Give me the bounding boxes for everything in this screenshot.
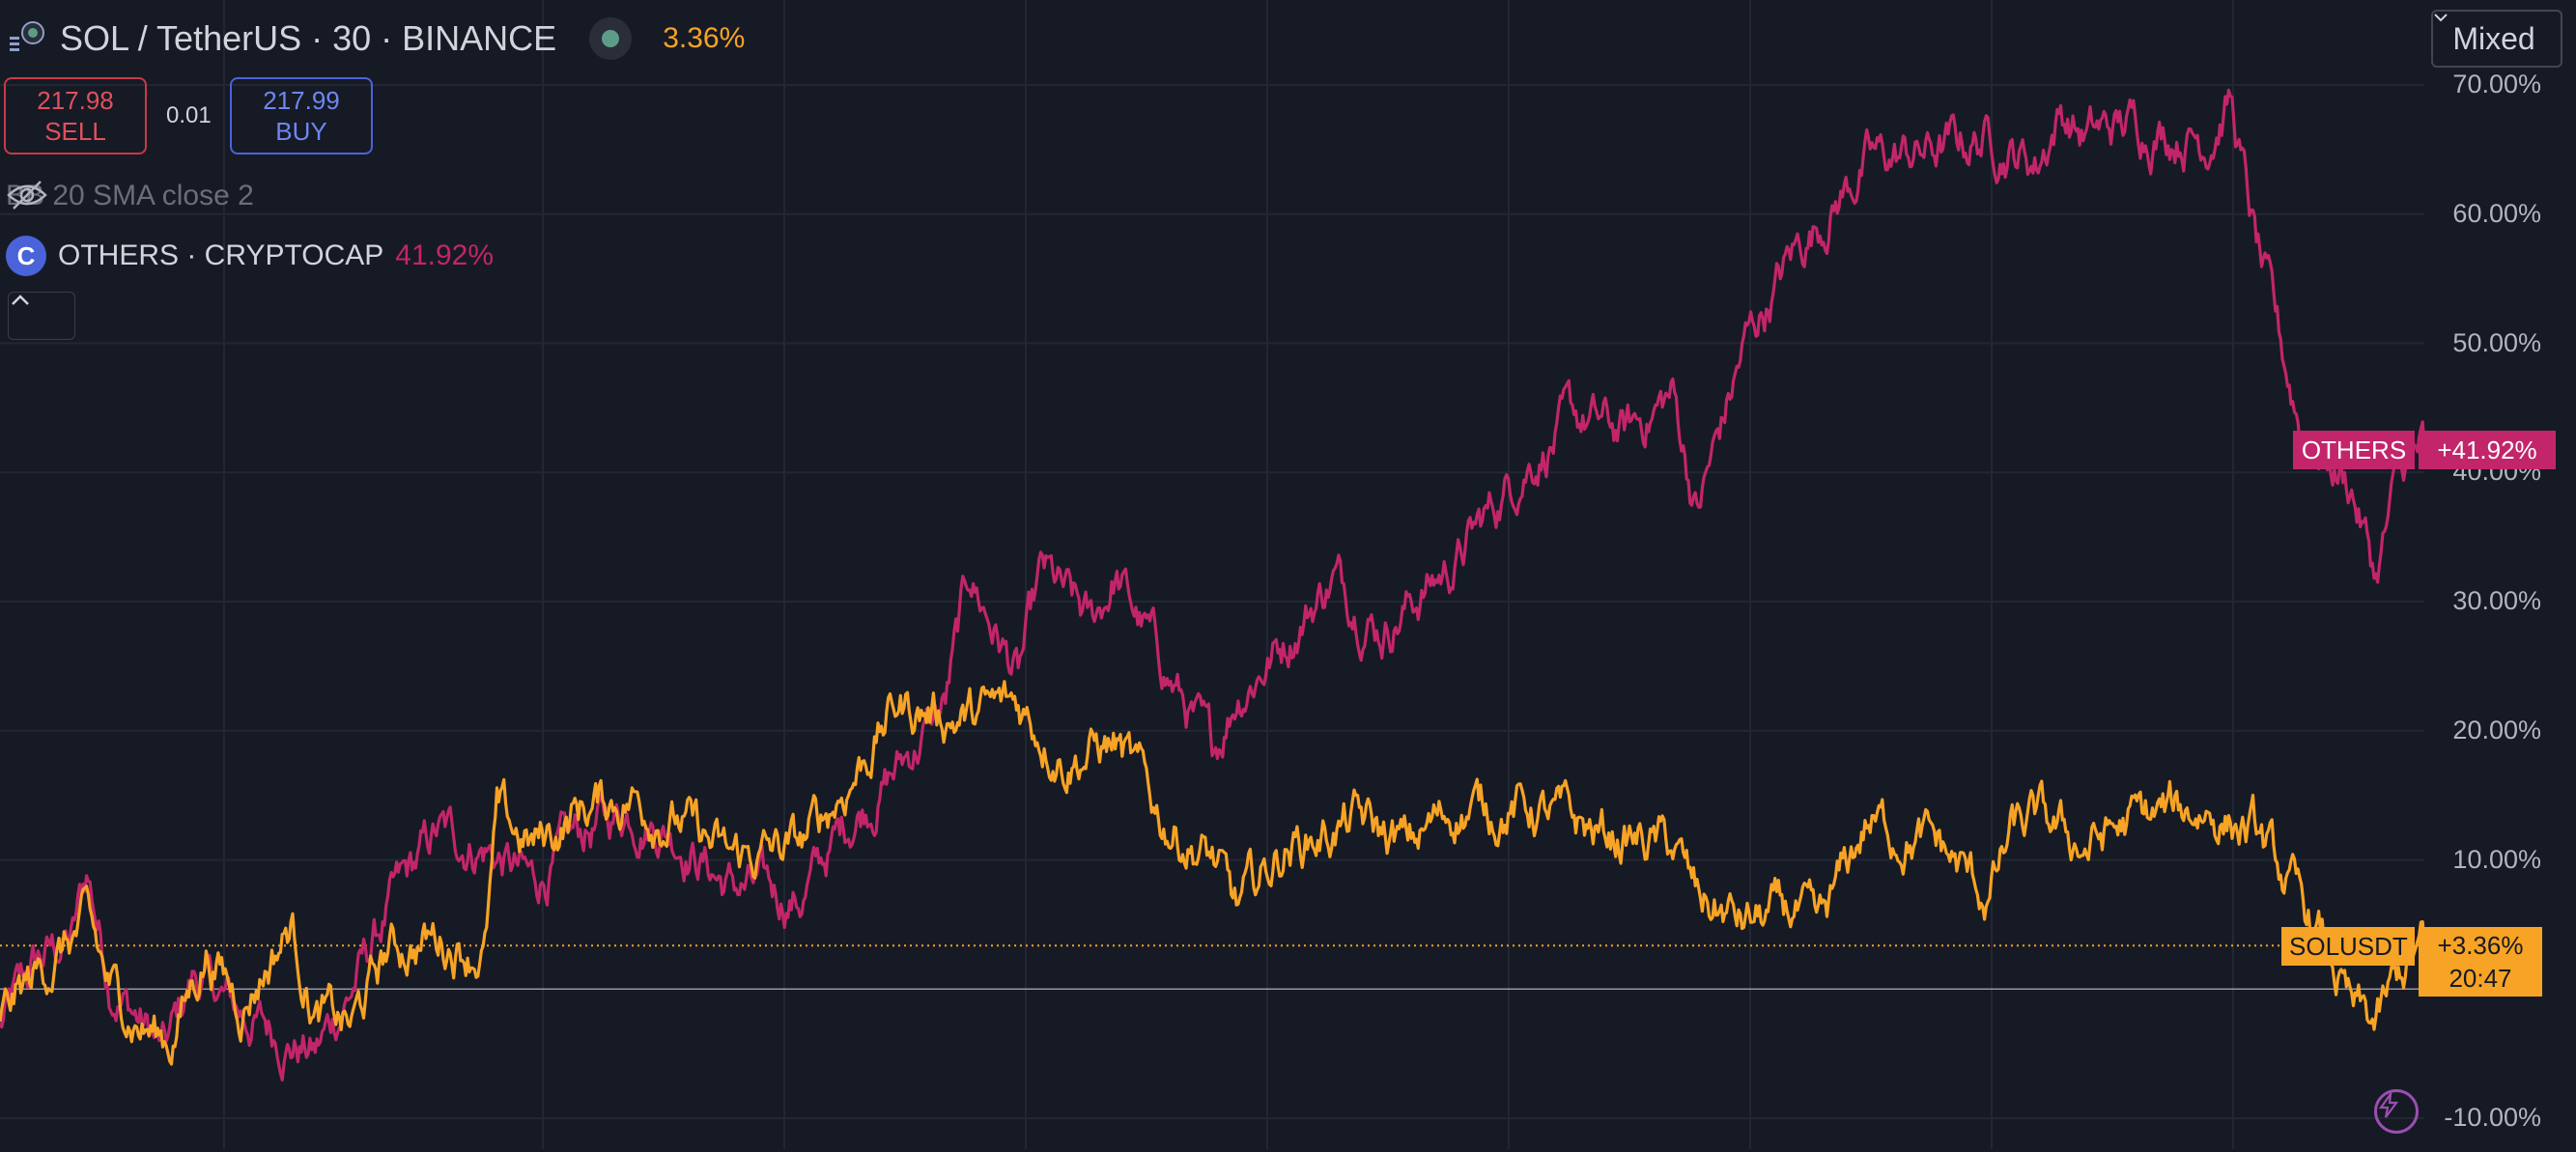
compare-symbol: OTHERS · CRYPTOCAP [58, 239, 384, 271]
change-percent: 3.36% [663, 22, 746, 54]
compare-legend[interactable]: C OTHERS · CRYPTOCAP 41.92% [6, 236, 494, 276]
y-tick-label: -10.00% [2444, 1103, 2541, 1132]
others-tag-label: OTHERS [2301, 435, 2407, 464]
sol-tag-label: SOLUSDT [2289, 931, 2408, 961]
view-mode-select[interactable]: Mixed [2431, 10, 2562, 68]
y-tick-label: 70.00% [2452, 70, 2541, 98]
sol-value-tag: +3.36% 20:47 [2419, 927, 2542, 997]
status-dot [602, 30, 620, 47]
buy-button[interactable]: 217.99 BUY [230, 77, 373, 155]
sol-tag: SOLUSDT [2281, 927, 2415, 966]
lightning-icon[interactable] [2374, 1089, 2419, 1134]
y-tick-label: 20.00% [2452, 715, 2541, 745]
y-tick-label: 50.00% [2452, 327, 2541, 357]
sell-button[interactable]: 217.98 SELL [4, 77, 147, 155]
indicator-label: BB 20 SMA close 2 [6, 180, 254, 211]
chart-header: SOL / TetherUS · 30 · BINANCE 3.36% [8, 12, 745, 66]
y-tick-label: 60.00% [2452, 198, 2541, 228]
buy-label: BUY [275, 117, 327, 146]
bar-countdown: 20:47 [2449, 964, 2512, 993]
series-line-solusdt[interactable] [0, 680, 2426, 1066]
others-value-tag: +41.92% [2419, 431, 2556, 469]
y-tick-label: 10.00% [2452, 844, 2541, 874]
compare-change: 41.92% [395, 239, 495, 271]
buy-price: 217.99 [263, 86, 340, 115]
others-last-value: +41.92% [2437, 435, 2537, 464]
trade-panel: 217.98 SELL 0.01 217.99 BUY [4, 77, 373, 155]
cryptocap-icon: C [6, 236, 46, 276]
collapse-legend-button[interactable] [8, 292, 75, 340]
sell-label: SELL [44, 117, 106, 146]
others-tag: OTHERS [2293, 431, 2415, 469]
view-mode-label: Mixed [2452, 20, 2535, 56]
symbol-title[interactable]: SOL / TetherUS · 30 · BINANCE [60, 18, 557, 58]
series-line-others[interactable] [0, 88, 2426, 1082]
spread-value: 0.01 [166, 102, 212, 128]
market-status-indicator[interactable] [589, 17, 633, 60]
sell-price: 217.98 [37, 86, 114, 115]
y-tick-label: 30.00% [2452, 586, 2541, 615]
indicator-legend[interactable]: BB 20 SMA close 2 [6, 180, 273, 212]
sol-last-value: +3.36% [2437, 931, 2524, 960]
layers-icon[interactable] [8, 19, 46, 58]
